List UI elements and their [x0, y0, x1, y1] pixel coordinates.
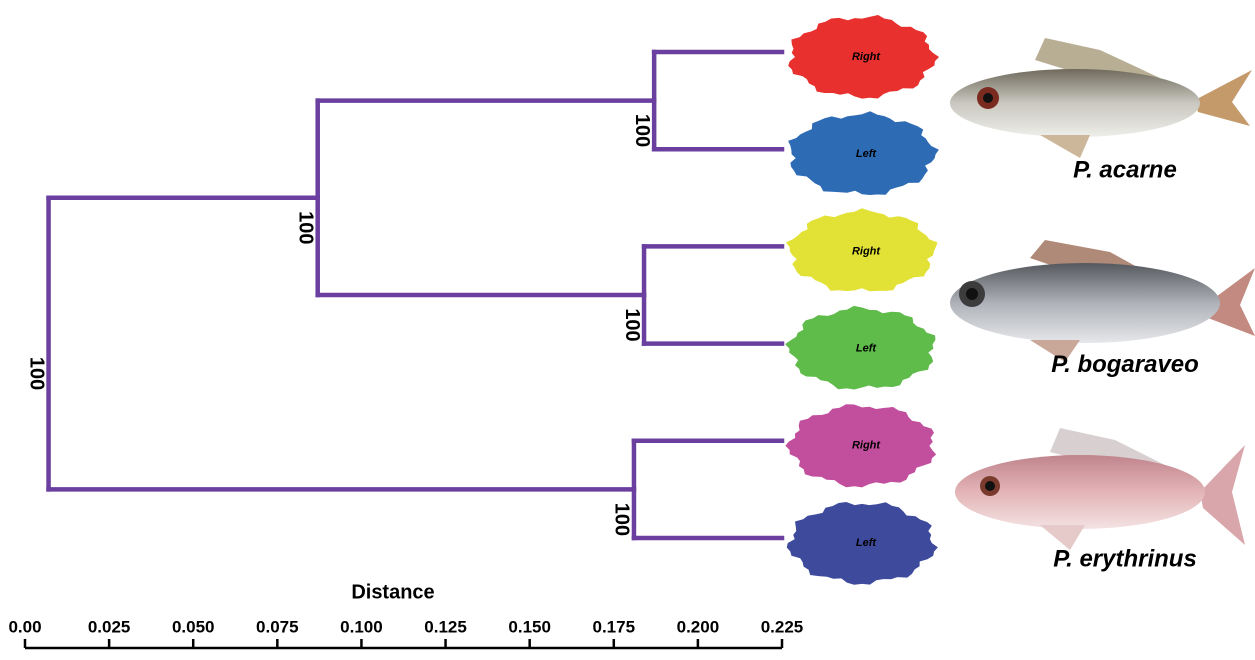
fish-acarne: [950, 38, 1252, 158]
support-label: 100: [631, 114, 653, 147]
fish-illustrations: [950, 38, 1255, 550]
support-label: 100: [25, 357, 47, 390]
species-label: P. bogaraveo: [1051, 351, 1199, 378]
otolith-label: Right: [852, 440, 881, 452]
otolith-label: Right: [852, 51, 881, 63]
species-label: P. erythrinus: [1053, 545, 1197, 572]
species-label: P. acarne: [1073, 157, 1177, 184]
otolith: Right: [788, 15, 939, 99]
x-tick-label: 0.150: [508, 617, 551, 636]
otolith: Left: [787, 502, 938, 585]
otolith-label: Left: [856, 148, 878, 160]
x-tick-label: 0.00: [8, 617, 41, 636]
otolith-label: Left: [856, 537, 878, 549]
fish-erythrinus: [955, 428, 1245, 550]
otolith-label: Right: [852, 245, 881, 257]
x-tick-label: 0.200: [677, 617, 720, 636]
otolith: Left: [788, 111, 939, 195]
x-tick-label: 0.050: [172, 617, 215, 636]
fish-bogaraveo: [950, 240, 1255, 362]
otolith: Left: [785, 306, 935, 390]
support-label: 100: [611, 503, 633, 536]
otolith: Right: [785, 404, 936, 487]
otolith-label: Left: [856, 343, 878, 355]
x-tick-label: 0.100: [340, 617, 383, 636]
support-label: 100: [621, 308, 643, 341]
otolith: Right: [786, 208, 938, 291]
x-tick-label: 0.025: [88, 617, 131, 636]
x-tick-label: 0.175: [593, 617, 636, 636]
x-tick-label: 0.075: [256, 617, 299, 636]
x-tick-label: 0.125: [424, 617, 467, 636]
x-tick-label: 0.225: [761, 617, 804, 636]
chart: Distance 0.00 0.025 0.050 0.075 0.100 0.125 0.…: [0, 0, 1255, 660]
x-axis-label: Distance: [351, 581, 434, 603]
support-label: 100: [294, 211, 316, 244]
